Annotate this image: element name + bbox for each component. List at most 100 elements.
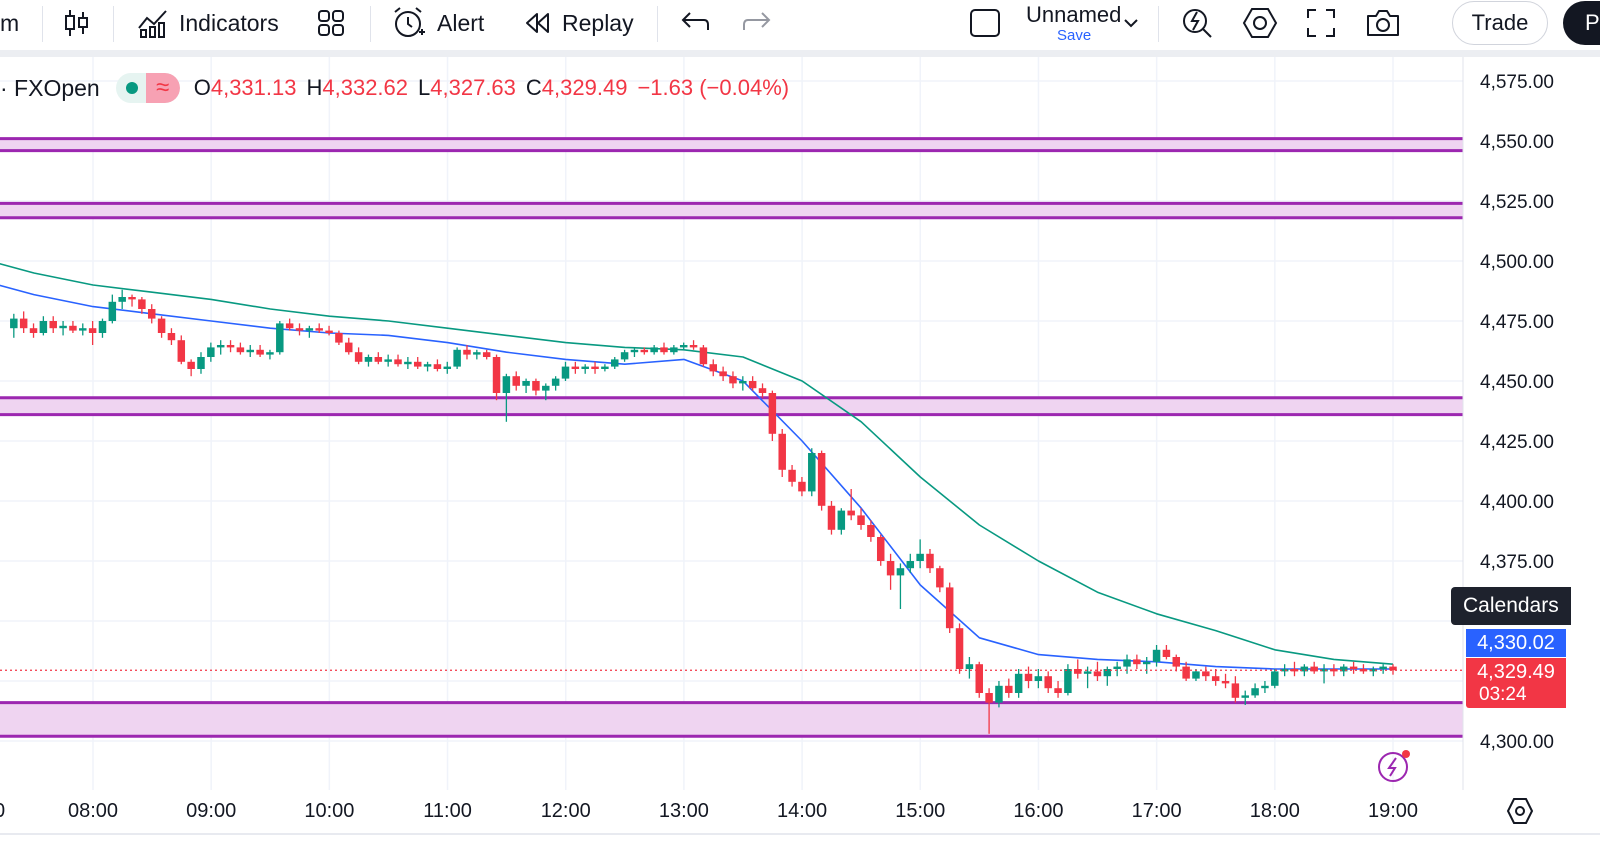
candle-body: [1152, 649, 1161, 662]
candle-body: [305, 328, 314, 331]
candle: [1064, 664, 1072, 696]
candles-type-button[interactable]: [64, 0, 90, 46]
undo-button[interactable]: [680, 0, 710, 46]
replay-button[interactable]: Replay: [524, 0, 634, 46]
interval-button[interactable]: m: [0, 0, 19, 46]
indicators-icon: [138, 10, 167, 38]
candle-body: [266, 352, 274, 355]
candle: [1261, 681, 1269, 693]
candle: [640, 347, 649, 355]
candle-body: [1340, 666, 1348, 672]
price-tick-label: 4,450.00: [1480, 372, 1554, 393]
candle: [926, 549, 934, 573]
candle: [660, 342, 668, 355]
candle-body: [10, 318, 18, 329]
candle: [1290, 661, 1299, 677]
candle-body: [689, 345, 698, 348]
camera-icon: [1367, 10, 1399, 36]
toolbar-divider: [113, 6, 114, 42]
candle: [315, 323, 323, 333]
layout-save-link[interactable]: Save: [1057, 27, 1092, 44]
trade-button[interactable]: Trade: [1452, 1, 1548, 45]
candle-body: [1231, 683, 1240, 698]
candle-body: [453, 349, 461, 367]
toolbar-separator: [0, 50, 1600, 57]
candle: [709, 359, 718, 377]
candle-body: [1064, 669, 1072, 693]
ma-price-label: 4,330.02: [1466, 629, 1566, 657]
lightning-icon[interactable]: [1377, 749, 1411, 783]
candle: [79, 323, 87, 336]
candle-body: [847, 510, 855, 516]
candle-body: [236, 347, 245, 353]
candle-body: [512, 376, 520, 386]
quick-search-button[interactable]: [1180, 0, 1214, 46]
candle-body: [118, 297, 126, 302]
fullscreen-button[interactable]: [1306, 0, 1336, 46]
last-price-label: 4,329.49 03:24: [1466, 658, 1566, 708]
zone-fill: [0, 203, 1463, 218]
templates-button[interactable]: [316, 0, 346, 46]
candle: [1310, 661, 1318, 674]
market-status-pill[interactable]: ≈: [115, 73, 180, 103]
alert-button[interactable]: Alert: [391, 0, 484, 46]
candle: [581, 364, 589, 374]
candle: [522, 378, 530, 393]
candle-body: [1192, 671, 1200, 679]
candle-body: [630, 349, 639, 353]
candle: [719, 366, 727, 381]
candle: [1044, 671, 1052, 693]
candle: [867, 520, 875, 542]
time-tick-label: 08:00: [68, 800, 118, 822]
settings-button[interactable]: [1242, 0, 1278, 46]
redo-button[interactable]: [742, 0, 772, 46]
layout-checkbox-icon[interactable]: [970, 9, 1000, 37]
candle: [1162, 645, 1171, 660]
candle: [364, 354, 373, 367]
candle-body: [276, 323, 284, 353]
candle: [758, 383, 767, 398]
candle-body: [49, 321, 57, 329]
low-key: L: [418, 75, 431, 100]
change-value: −1.63 (−0.04%): [637, 75, 790, 100]
layout-menu-button[interactable]: [1122, 0, 1140, 46]
settings-icon: [1242, 8, 1278, 38]
candle-body: [128, 297, 136, 300]
candle: [1172, 654, 1181, 672]
candle: [768, 390, 777, 441]
candle: [995, 681, 1003, 708]
candle-body: [1054, 688, 1062, 693]
time-tick-label: 13:00: [659, 800, 709, 822]
candle: [611, 357, 619, 369]
candle-body: [226, 345, 235, 348]
candle: [1123, 654, 1131, 674]
candle-body: [995, 685, 1003, 703]
candle-body: [147, 309, 156, 319]
candle: [827, 501, 836, 535]
candle-body: [1261, 685, 1269, 689]
candle: [19, 311, 28, 333]
axis-settings-icon[interactable]: [1506, 797, 1534, 825]
candle-body: [1172, 657, 1181, 667]
candle-body: [29, 328, 38, 333]
candle: [1251, 683, 1259, 698]
candle-body: [1093, 671, 1102, 677]
symbol-name[interactable]: · FXOpen: [0, 74, 100, 101]
indicators-button[interactable]: Indicators: [137, 0, 279, 46]
candle: [256, 345, 264, 357]
candle-body: [216, 345, 225, 348]
layout-name[interactable]: Unnamed: [1026, 2, 1122, 27]
candle-body: [955, 628, 964, 669]
candle-body: [39, 321, 48, 333]
candle: [916, 539, 924, 569]
publish-button[interactable]: Pu: [1563, 1, 1600, 45]
candle: [670, 345, 678, 355]
candle-body: [1241, 695, 1249, 698]
calendars-tooltip[interactable]: Calendars: [1451, 587, 1571, 625]
snapshot-button[interactable]: [1365, 0, 1401, 46]
candle-body: [1280, 669, 1289, 672]
candle-body: [886, 561, 895, 576]
candle: [1142, 657, 1151, 674]
candle: [1202, 666, 1210, 681]
